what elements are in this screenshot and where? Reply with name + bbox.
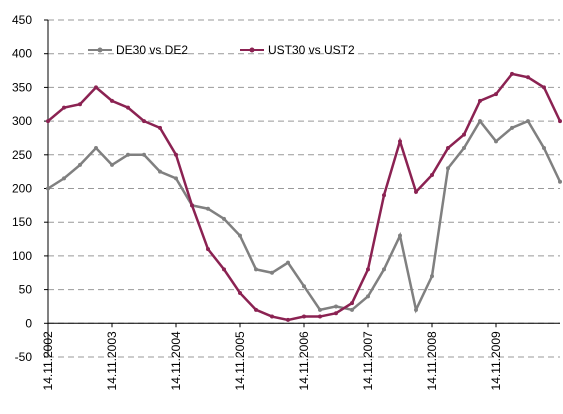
x-tick-label: 14.11.2004 <box>169 331 183 390</box>
marker <box>158 125 162 130</box>
x-tick-label: 14.11.2009 <box>489 331 503 390</box>
marker <box>110 162 114 167</box>
marker <box>382 267 386 272</box>
marker <box>302 314 306 319</box>
legend-label: UST30 vs UST2 <box>268 43 355 57</box>
marker <box>430 274 434 279</box>
marker <box>542 146 546 151</box>
marker <box>46 186 50 191</box>
marker <box>398 139 402 144</box>
marker <box>462 132 466 137</box>
marker <box>238 233 242 238</box>
marker <box>94 85 98 90</box>
marker <box>270 270 274 275</box>
marker <box>158 169 162 174</box>
marker <box>302 284 306 289</box>
x-tick-label: 14.11.2005 <box>233 331 247 390</box>
marker <box>78 162 82 167</box>
marker <box>126 152 130 157</box>
marker <box>270 314 274 319</box>
x-tick-label: 14.11.2007 <box>361 331 375 390</box>
legend-marker <box>249 47 255 53</box>
legend-marker <box>97 47 103 53</box>
marker <box>510 125 514 130</box>
marker <box>446 166 450 171</box>
marker <box>446 146 450 151</box>
y-tick-label: 450 <box>12 13 32 27</box>
x-tick-label: 14.11.2002 <box>41 331 55 390</box>
marker <box>366 267 370 272</box>
marker <box>398 233 402 238</box>
marker <box>350 307 354 312</box>
marker <box>414 307 418 312</box>
y-tick-label: 150 <box>12 215 32 229</box>
y-tick-label: 250 <box>12 148 32 162</box>
x-tick-label: 14.11.2003 <box>105 331 119 390</box>
y-tick-label: 400 <box>12 47 32 61</box>
marker <box>206 206 210 211</box>
marker <box>222 216 226 221</box>
marker <box>142 119 146 124</box>
marker <box>526 119 530 124</box>
marker <box>46 119 50 124</box>
marker <box>462 146 466 151</box>
legend-label: DE30 vs DE2 <box>116 43 188 57</box>
marker <box>206 247 210 252</box>
marker <box>542 85 546 90</box>
marker <box>414 189 418 194</box>
marker <box>382 193 386 198</box>
marker <box>286 260 290 265</box>
marker <box>366 294 370 299</box>
y-tick-label: -50 <box>15 350 33 364</box>
marker <box>318 307 322 312</box>
marker <box>254 307 258 312</box>
y-tick-label: 300 <box>12 114 32 128</box>
marker <box>494 92 498 97</box>
y-tick-label: 50 <box>19 283 33 297</box>
marker <box>110 98 114 103</box>
y-tick-label: 100 <box>12 249 32 263</box>
marker <box>558 179 562 184</box>
marker <box>350 301 354 306</box>
series-line <box>47 118 562 314</box>
marker <box>190 203 194 208</box>
marker <box>174 152 178 157</box>
marker <box>478 119 482 124</box>
marker <box>78 102 82 107</box>
marker <box>334 311 338 316</box>
x-tick-label: 14.11.2008 <box>425 331 439 390</box>
series-line <box>47 72 562 322</box>
y-tick-label: 350 <box>12 80 32 94</box>
marker <box>334 304 338 309</box>
marker <box>430 173 434 178</box>
marker <box>510 71 514 76</box>
marker <box>174 176 178 181</box>
y-tick-label: 200 <box>12 182 32 196</box>
marker <box>254 267 258 272</box>
marker <box>142 152 146 157</box>
marker <box>94 146 98 151</box>
marker <box>238 290 242 295</box>
y-tick-label: 0 <box>25 316 32 330</box>
x-tick-label: 14.11.2006 <box>297 331 311 390</box>
marker <box>478 98 482 103</box>
marker <box>526 75 530 80</box>
marker <box>62 105 66 110</box>
marker <box>494 139 498 144</box>
marker <box>318 314 322 319</box>
marker <box>62 176 66 181</box>
marker <box>286 317 290 322</box>
marker <box>558 119 562 124</box>
marker <box>222 267 226 272</box>
marker <box>126 105 130 110</box>
